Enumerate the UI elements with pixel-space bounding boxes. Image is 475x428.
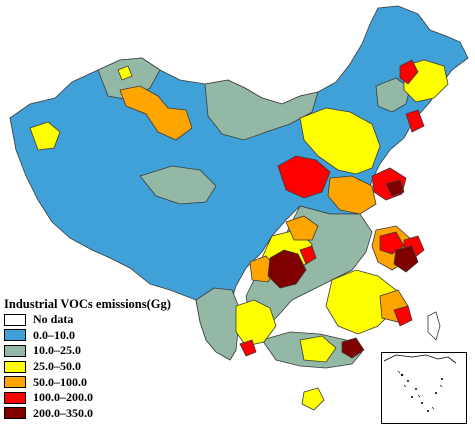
legend-label: No data <box>33 312 74 327</box>
legend-label: 100.0–200.0 <box>33 390 93 405</box>
region-xinjiang-yellow <box>117 65 133 81</box>
legend-label: 200.0–350.0 <box>33 405 93 420</box>
legend-swatch <box>4 344 26 357</box>
south-china-sea-inset <box>381 352 467 424</box>
region-guangdong-darkred <box>341 337 365 359</box>
region-southeast-red <box>393 305 413 327</box>
legend-item: 100.0–200.0 <box>4 390 234 406</box>
region-xinjiang-orange <box>119 85 193 141</box>
legend-item: 50.0–100.0 <box>4 374 234 390</box>
legend-items: No data 0.0–10.0 10.0–25.0 25.0–50.0 50.0–10… <box>4 312 234 421</box>
region-liaoning-red <box>405 109 425 133</box>
legend-swatch <box>4 407 26 420</box>
region-taiwan <box>427 311 441 341</box>
legend-swatch <box>4 329 26 342</box>
region-central-orange <box>285 215 319 241</box>
region-guangdong-yellow <box>299 335 337 363</box>
region-south-yellow <box>235 299 277 347</box>
legend-item: 10.0–25.0 <box>4 343 234 359</box>
region-hainan <box>301 387 325 411</box>
legend-label: 0.0–10.0 <box>33 327 75 342</box>
region-innermongolia <box>204 79 319 141</box>
region-northeast-red <box>399 59 419 85</box>
legend-label: 25.0–50.0 <box>33 359 81 374</box>
inset-map <box>383 354 457 412</box>
region-south-red <box>239 339 257 357</box>
region-southwest-grey <box>195 287 241 361</box>
region-northeast-grey <box>375 77 411 113</box>
legend-label: 50.0–100.0 <box>33 374 87 389</box>
legend-swatch <box>4 313 26 326</box>
region-north-yellow <box>299 107 381 175</box>
legend-item: 200.0–350.0 <box>4 406 234 422</box>
region-shandong-darkred <box>385 179 405 197</box>
legend-title: Industrial VOCs emissions(Gg) <box>4 297 171 311</box>
region-central-red <box>299 245 317 265</box>
legend-swatch <box>4 391 26 404</box>
region-sichuan-darkred <box>267 249 307 289</box>
region-west-yellow <box>29 121 61 151</box>
legend-label: 10.0–25.0 <box>33 343 81 358</box>
legend-item: 25.0–50.0 <box>4 359 234 375</box>
region-huabei-orange <box>327 175 377 215</box>
legend-item: No data <box>4 312 234 328</box>
legend-swatch <box>4 360 26 373</box>
region-yangtze-darkred <box>393 245 419 273</box>
region-hebei-red <box>277 155 331 199</box>
map-legend: Industrial VOCs emissions(Gg) No data 0.0… <box>4 296 234 421</box>
legend-item: 0.0–10.0 <box>4 328 234 344</box>
region-qinghai <box>139 165 217 205</box>
legend-swatch <box>4 376 26 389</box>
